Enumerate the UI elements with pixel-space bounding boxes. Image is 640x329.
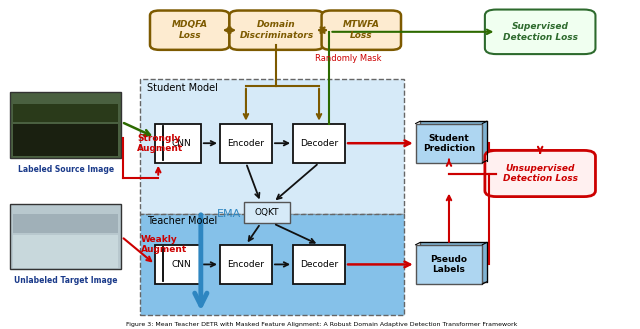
Text: Supervised
Detection Loss: Supervised Detection Loss bbox=[502, 22, 578, 41]
Text: Labeled Source Image: Labeled Source Image bbox=[18, 165, 114, 174]
FancyBboxPatch shape bbox=[485, 150, 595, 197]
FancyBboxPatch shape bbox=[13, 104, 118, 122]
FancyBboxPatch shape bbox=[13, 235, 118, 268]
Text: Student Model: Student Model bbox=[147, 83, 218, 92]
FancyBboxPatch shape bbox=[244, 202, 290, 223]
Text: Encoder: Encoder bbox=[227, 139, 264, 148]
FancyBboxPatch shape bbox=[155, 124, 201, 163]
Text: EMA: EMA bbox=[217, 209, 241, 219]
Text: Unlabeled Target Image: Unlabeled Target Image bbox=[14, 276, 118, 285]
Text: CNN: CNN bbox=[172, 260, 191, 269]
FancyBboxPatch shape bbox=[229, 11, 323, 50]
Text: Weakly
Augment: Weakly Augment bbox=[140, 235, 187, 254]
Text: Pseudo
Labels: Pseudo Labels bbox=[431, 255, 467, 274]
Text: Teacher Model: Teacher Model bbox=[147, 216, 217, 226]
Text: MDQFA
Loss: MDQFA Loss bbox=[172, 20, 208, 40]
FancyBboxPatch shape bbox=[415, 245, 483, 284]
Text: MTWFA
Loss: MTWFA Loss bbox=[343, 20, 380, 40]
FancyBboxPatch shape bbox=[321, 11, 401, 50]
FancyBboxPatch shape bbox=[140, 214, 404, 315]
Text: Unsupervised
Detection Loss: Unsupervised Detection Loss bbox=[502, 164, 578, 183]
Text: Randomly Mask: Randomly Mask bbox=[315, 54, 381, 63]
FancyBboxPatch shape bbox=[10, 204, 122, 269]
FancyBboxPatch shape bbox=[13, 124, 118, 156]
Text: Strongly
Augment: Strongly Augment bbox=[138, 134, 184, 153]
FancyBboxPatch shape bbox=[220, 245, 272, 284]
FancyBboxPatch shape bbox=[13, 214, 118, 233]
FancyBboxPatch shape bbox=[220, 124, 272, 163]
Text: CNN: CNN bbox=[172, 139, 191, 148]
FancyBboxPatch shape bbox=[485, 10, 595, 54]
FancyBboxPatch shape bbox=[420, 242, 487, 282]
Text: Encoder: Encoder bbox=[227, 260, 264, 269]
FancyBboxPatch shape bbox=[293, 124, 345, 163]
FancyBboxPatch shape bbox=[420, 121, 487, 161]
FancyBboxPatch shape bbox=[415, 124, 483, 163]
Text: Decoder: Decoder bbox=[300, 139, 338, 148]
Text: Decoder: Decoder bbox=[300, 260, 338, 269]
Text: OQKT: OQKT bbox=[255, 208, 279, 217]
FancyBboxPatch shape bbox=[293, 245, 345, 284]
Text: Student
Prediction: Student Prediction bbox=[423, 134, 475, 153]
FancyBboxPatch shape bbox=[140, 79, 404, 214]
Text: Domain
Discriminators: Domain Discriminators bbox=[239, 20, 314, 40]
FancyBboxPatch shape bbox=[150, 11, 229, 50]
Text: Figure 3: Mean Teacher DETR with Masked Feature Alignment: A Robust Domain Adapt: Figure 3: Mean Teacher DETR with Masked … bbox=[126, 322, 517, 327]
FancyBboxPatch shape bbox=[10, 92, 122, 158]
FancyBboxPatch shape bbox=[155, 245, 201, 284]
